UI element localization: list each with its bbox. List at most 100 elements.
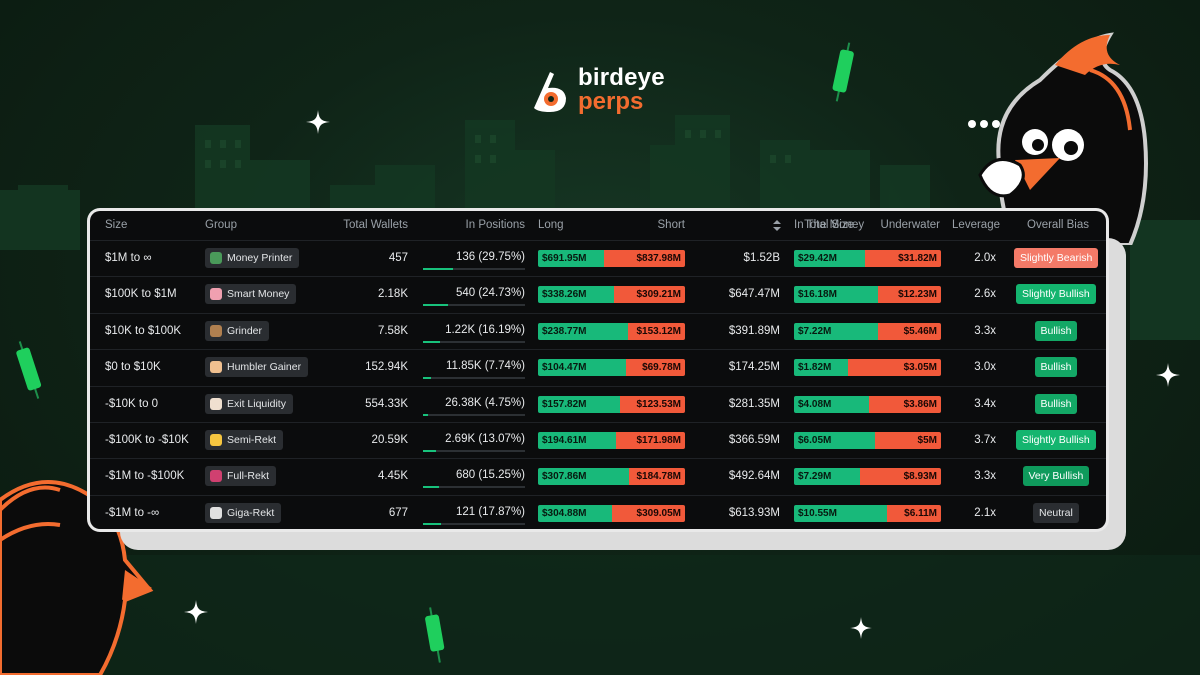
leverage: 3.0x [974,361,996,374]
in-positions-track [423,486,525,489]
money-underwater-bar: $6.05M $5M [794,432,941,449]
group-label: Grinder [227,324,263,337]
total-wallets: 152.94K [365,361,408,374]
in-positions-value: 136 (29.75%) [455,251,525,263]
sort-icon[interactable] [773,220,781,231]
total-wallets: 2.18K [377,288,408,301]
header-total-size[interactable]: Total Size [804,219,854,231]
group-tag[interactable]: Exit Liquidity [205,393,293,414]
in-positions-fill [423,522,442,525]
long-value: $104.47M [538,359,627,377]
in-positions-fill [423,340,440,343]
bias-badge: Bullish [1034,393,1078,414]
header-underwater[interactable]: Underwater [880,219,940,231]
total-size: $174.25M [728,361,780,374]
in-positions-track [423,268,525,270]
table-header: Size Group Total Wallets In Positions Lo… [90,211,1106,240]
bias-badge: Neutral [1033,502,1079,523]
total-wallets: 677 [388,506,408,519]
group-tag[interactable]: Smart Money [205,284,297,305]
header-total-wallets[interactable]: Total Wallets [343,219,408,231]
size-range: -$10K to 0 [105,397,159,410]
in-positions: 121 (17.87%) [423,502,525,526]
sparkle-icon [184,600,208,624]
group-label: Humbler Gainer [227,361,302,374]
in-positions: 1.22K (16.19%) [423,320,525,344]
header-short[interactable]: Short [657,219,686,231]
header-size[interactable]: Size [105,219,128,231]
short-value: $184.78M [629,468,685,486]
leverage: 3.3x [974,324,996,337]
brain-icon [210,288,222,301]
long-short-bar: $338.26M $309.21M [538,286,685,304]
group-tag[interactable]: Grinder [205,320,270,341]
money-underwater-bar: $10.55M $6.11M [794,504,941,522]
leverage: 2.1x [974,506,996,519]
long-short-bar: $238.77M $153.12M [538,322,685,340]
total-size: $366.59M [728,434,780,446]
in-the-money-value: $6.05M [794,432,875,449]
skull-icon [210,506,222,519]
header-in-the-money[interactable]: In The Money [794,219,865,231]
in-positions: 11.85K (7.74%) [423,356,525,380]
underwater-value: $12.23M [877,286,941,304]
header-leverage[interactable]: Leverage [952,219,1000,231]
underwater-value: $3.05M [848,359,941,377]
long-value: $194.61M [538,432,616,449]
sparkle-icon [306,110,330,134]
group-tag[interactable]: Humbler Gainer [205,357,309,378]
group-label: Money Printer [227,252,293,264]
money-underwater-bar: $4.08M $3.86M [794,395,941,413]
group-tag[interactable]: Giga-Rekt [205,502,282,523]
in-the-money-value: $29.42M [794,250,865,267]
table-row[interactable]: $100K to $1M Smart Money 2.18K 540 (24.73%)… [90,276,1106,313]
header-long[interactable]: Long [538,219,564,231]
underwater-value: $3.86M [868,395,941,413]
group-tag[interactable]: Money Printer [205,248,300,268]
header-in-positions[interactable]: In Positions [465,219,525,231]
bias-badge: Bullish [1034,320,1078,341]
in-positions-fill [423,377,431,380]
long-short-bar: $304.88M $309.05M [538,504,685,522]
candle-icon [425,607,445,663]
long-short-bar: $157.82M $123.53M [538,395,685,413]
table-row[interactable]: -$10K to 0 Exit Liquidity 554.33K 26.38K (4… [90,385,1106,423]
short-value: $123.53M [620,395,685,413]
header-overall-bias[interactable]: Overall Bias [1027,219,1089,231]
total-size: $613.93M [728,506,780,519]
table-row[interactable]: -$1M to -∞ Giga-Rekt 677 121 (17.87%) $304.8… [90,494,1106,529]
long-short-bar: $691.95M $837.98M [538,250,685,267]
table-row[interactable]: -$100K to -$10K Semi-Rekt 20.59K 2.69K (13.… [90,422,1106,459]
in-positions-track [423,522,525,525]
table-row[interactable]: $0 to $10K Humbler Gainer 152.94K 11.85K (7… [90,349,1106,386]
table-row[interactable]: -$1M to -$100K Full-Rekt 4.45K 680 (15.25%)… [90,458,1106,495]
brand-product: perps [578,88,644,115]
in-positions: 540 (24.73%) [423,283,525,307]
in-positions-fill [423,450,437,452]
underwater-value: $6.11M [886,504,941,522]
money-printer-icon [210,252,222,264]
total-size: $281.35M [728,397,780,410]
group-label: Full-Rekt [227,470,270,483]
total-size: $1.52B [743,252,780,264]
long-value: $338.26M [538,286,615,304]
money-underwater-bar: $1.82M $3.05M [794,359,941,377]
table-row[interactable]: $1M to ∞ Money Printer 457 136 (29.75%) $691… [90,240,1106,277]
sparkle-icon [1156,363,1180,387]
header-group[interactable]: Group [205,219,237,231]
size-range: -$1M to -$100K [105,470,185,483]
underwater-value: $8.93M [860,468,941,486]
candle-icon [832,42,854,102]
group-tag[interactable]: Semi-Rekt [205,430,284,450]
in-the-money-value: $7.29M [794,468,861,486]
group-tag[interactable]: Full-Rekt [205,466,277,487]
in-positions-track [423,413,525,416]
long-short-bar: $194.61M $171.98M [538,432,685,449]
bird-mascot-illustration [968,32,1148,245]
in-positions-value: 1.22K (16.19%) [445,323,525,336]
long-value: $304.88M [538,504,612,522]
total-wallets: 20.59K [371,434,408,446]
in-positions-fill [423,304,449,307]
table-row[interactable]: $10K to $100K Grinder 7.58K 1.22K (16.19%) $… [90,312,1106,350]
short-value: $309.05M [611,504,685,522]
